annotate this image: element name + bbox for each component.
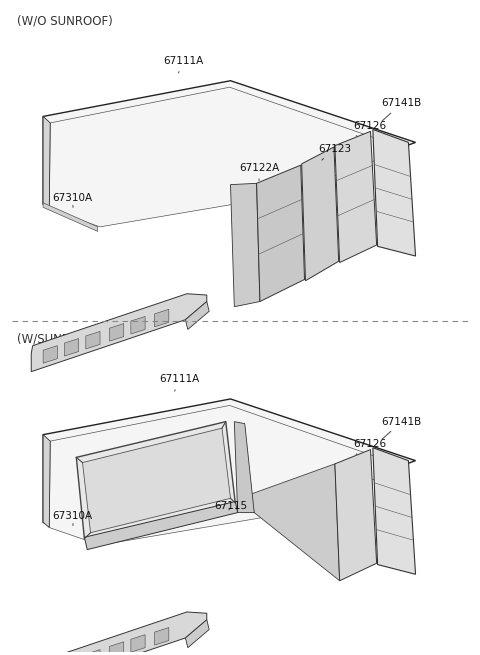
Text: 67111A: 67111A [163,56,204,73]
Polygon shape [43,435,50,527]
Text: 67141B: 67141B [382,98,421,121]
Polygon shape [335,132,377,263]
Text: 67141B: 67141B [382,417,421,440]
Polygon shape [245,464,340,581]
Polygon shape [155,309,169,327]
Polygon shape [43,399,416,542]
Text: 67126: 67126 [353,121,386,136]
Polygon shape [31,612,207,655]
Polygon shape [76,422,235,538]
Polygon shape [43,117,50,210]
Text: 67122A: 67122A [239,163,279,181]
Polygon shape [64,339,79,356]
Text: (W/SUNROOF): (W/SUNROOF) [17,333,100,346]
Polygon shape [131,316,145,334]
Polygon shape [43,346,57,364]
Polygon shape [301,147,339,281]
Polygon shape [109,642,124,655]
Polygon shape [49,87,406,227]
Polygon shape [49,405,406,545]
Polygon shape [43,81,416,223]
Polygon shape [43,203,97,231]
Polygon shape [109,324,124,341]
Text: 67310A: 67310A [53,193,93,208]
Polygon shape [335,449,377,581]
Polygon shape [31,293,207,371]
Text: 67115: 67115 [214,501,247,511]
Polygon shape [86,331,100,349]
Polygon shape [234,422,254,513]
Polygon shape [155,627,169,645]
Text: 67126: 67126 [353,440,386,455]
Text: 67310A: 67310A [53,511,93,525]
Polygon shape [230,183,260,307]
Polygon shape [83,428,230,533]
Text: 67111A: 67111A [159,375,200,391]
Polygon shape [373,130,416,256]
Polygon shape [185,301,209,329]
Polygon shape [373,447,416,574]
Polygon shape [257,165,304,301]
Polygon shape [185,620,209,648]
Polygon shape [86,650,100,655]
Polygon shape [84,502,238,550]
Text: (W/O SUNROOF): (W/O SUNROOF) [17,14,113,28]
Polygon shape [131,635,145,652]
Text: 67123: 67123 [318,144,351,160]
